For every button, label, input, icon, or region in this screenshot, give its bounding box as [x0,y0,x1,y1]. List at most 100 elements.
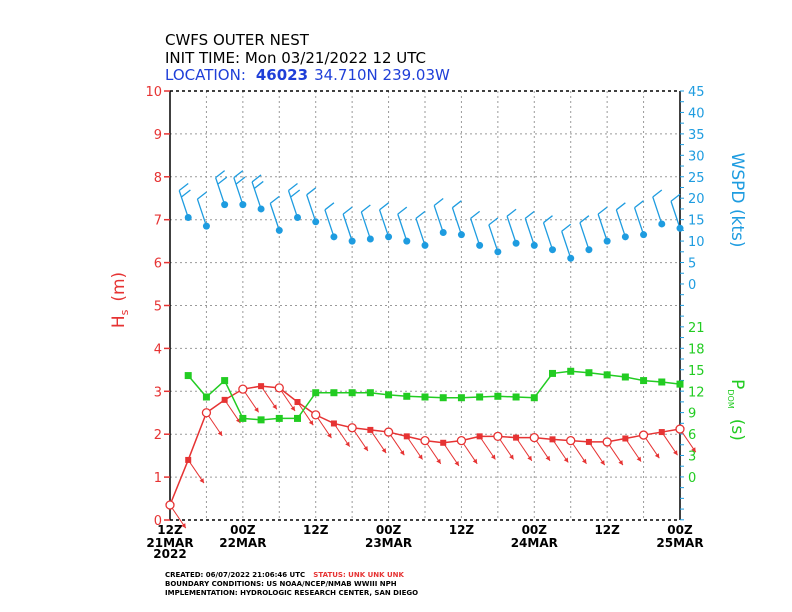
hs-arrow-head [254,407,259,413]
wind-barb-staff [360,211,371,240]
x-tick-date: 22MAR [219,536,266,550]
wspd-tick-label: 30 [688,149,705,164]
wind-barb-feather [288,183,298,192]
pdom-point [385,391,393,399]
hs-point [185,456,192,463]
footer-created: CREATED: 06/07/2022 21:06:46 UTC STATUS: … [165,571,405,579]
wspd-tick-label: 5 [688,257,696,272]
pdom-point [476,393,484,401]
hs-tick-label: 3 [154,385,162,400]
wind-barb-staff [251,181,262,210]
hs-direction-arrow [424,440,442,465]
hs-arrow-head [399,450,405,456]
hs-direction-arrow [624,438,642,462]
wind-barb-feather [670,193,681,202]
pdom-tick-label: 9 [688,407,696,422]
wspd-point [403,237,411,245]
hs-direction-arrow [260,385,278,410]
wspd-tick-label: 0 [688,278,696,293]
pdom-point [202,393,210,401]
pdom-tick-label: 12 [688,385,705,400]
wind-barb-feather [652,189,663,198]
wspd-axis-title: WSPD (kts) [727,153,747,248]
station-coords: 34.710N 239.03W [314,66,450,84]
init-time: INIT TIME: Mon 03/21/2022 12 UTC [165,49,426,67]
wind-barb-feather [543,215,553,224]
wind-barb-feather [235,176,246,185]
hs-point-open [274,383,284,393]
hs-tick-label: 0 [154,514,162,529]
hs-point [658,429,665,436]
grid [169,90,681,521]
hs-arrow-head [418,454,423,460]
hs-arrow-head [272,404,277,410]
wspd-point [530,241,538,249]
hs-point-open [638,430,649,440]
wspd-point [421,241,429,249]
hs-arrow-head [217,430,223,436]
x-tick-time: 12Z [594,523,620,537]
hs-arrow-head [235,418,241,424]
hs-point [622,435,629,442]
hs-direction-arrow [406,436,423,460]
pdom-point [457,394,465,402]
pdom-point [603,371,611,379]
wind-barb-staff [524,218,535,246]
wspd-point [221,201,229,209]
hs-point-open [602,437,612,447]
wind-barb-feather [579,215,590,224]
hs-point [294,399,301,406]
pdom-point [366,389,374,397]
wind-barb-feather [452,200,462,209]
hs-point-open [493,431,503,441]
x-tick-time: 12Z [157,523,183,537]
pdom-tick-label: 3 [688,450,696,465]
hs-point-open [201,408,212,418]
wspd-point [567,254,575,262]
pdom-tick-label: 6 [688,428,696,443]
hs-arrow-head [600,460,605,466]
pdom-point [585,369,593,377]
hs-direction-arrow [206,412,223,437]
hs-arrow-head [345,441,350,447]
pdom-point [221,377,229,385]
wspd-tick-label: 35 [688,128,705,143]
wspd-series [178,170,684,262]
hs-direction-arrow [169,504,187,529]
wind-barb-feather [506,208,517,217]
hs-point [585,438,592,445]
hs-arrow-head [290,406,296,412]
wspd-point [366,235,374,243]
wspd-point [512,239,520,247]
hs-arrow-head [199,478,204,484]
wspd-point [585,246,593,254]
hs-direction-arrow [643,434,660,459]
hs-tick-label: 6 [154,257,162,272]
hs-point [549,436,556,443]
wspd-tick-label: 40 [688,106,705,121]
hs-arrow-head [181,523,186,529]
wspd-point [640,231,648,239]
wind-barb-staff [488,224,499,253]
wind-barb-staff [287,190,299,218]
pdom-point [549,369,556,377]
hs-point-open [347,423,357,433]
hs-tick-label: 8 [154,171,162,186]
pdom-point [658,378,666,386]
pdom-tick-label: 18 [688,342,705,357]
wspd-point [330,233,338,241]
wspd-point [676,224,684,232]
hs-point-open [566,435,576,446]
hs-point [258,383,265,390]
hs-point [513,434,520,441]
wspd-point [494,248,502,256]
hs-direction-arrow [333,423,351,447]
wind-barb-feather [597,206,608,215]
wind-barb-staff [506,216,517,244]
x-tick-date: 23MAR [365,536,412,550]
hs-arrow-head [582,458,587,464]
wind-barb-feather [433,198,444,207]
wind-barb-staff [670,201,681,229]
